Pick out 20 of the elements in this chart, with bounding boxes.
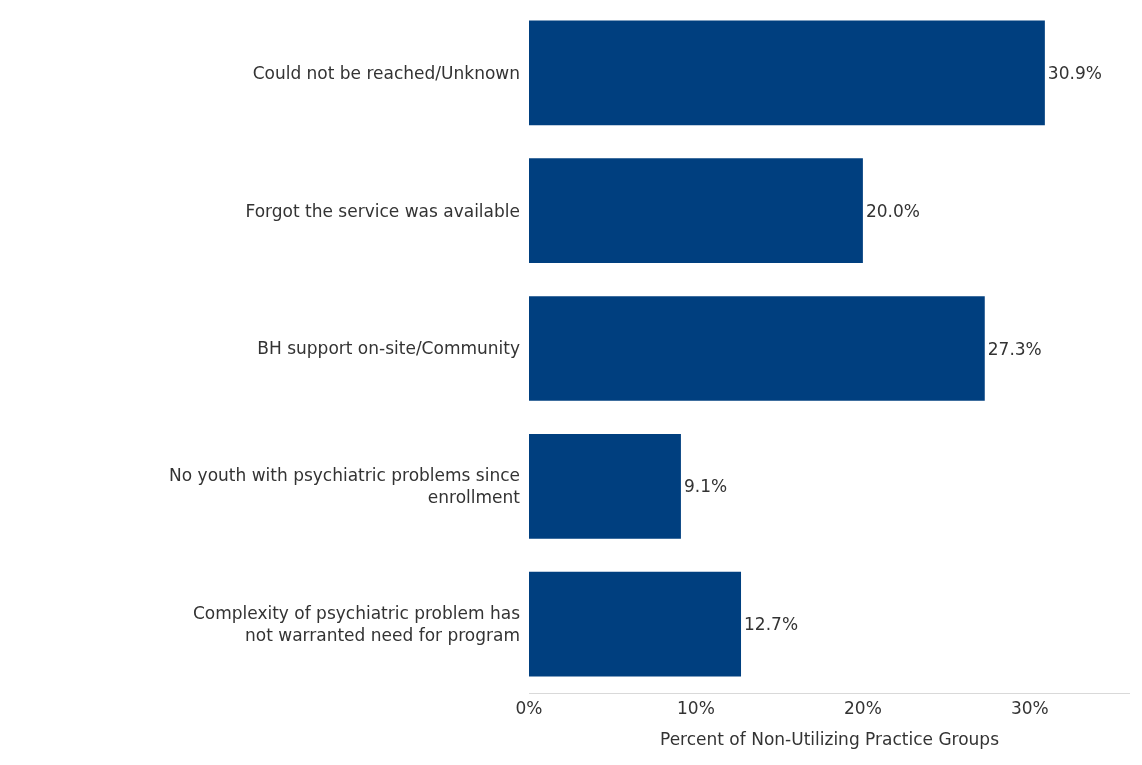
y-tick-label: No youth with psychiatric problems since enrollment <box>169 465 521 508</box>
x-tick-label: 30% <box>1010 698 1049 719</box>
bar <box>529 20 1045 126</box>
x-tick-label: 0% <box>515 698 543 719</box>
y-tick-label: BH support on-site/Community <box>257 338 520 359</box>
x-tick-label: 10% <box>677 698 715 719</box>
data-label: 12.7% <box>744 614 799 635</box>
bar <box>529 158 863 264</box>
bar <box>529 296 985 401</box>
data-label: 30.9% <box>1047 62 1102 83</box>
y-tick-label: Could not be reached/Unknown <box>252 62 520 83</box>
y-tick-label: Complexity of psychiatric problem has not warranted need for program <box>192 603 521 646</box>
x-tick-label: 20% <box>843 698 882 719</box>
data-label: 9.1% <box>683 476 728 497</box>
x-axis-title: Percent of Non-Utilizing Practice Groups <box>660 728 1000 749</box>
bar <box>529 433 681 539</box>
y-tick-label: Forgot the service was available <box>245 200 520 221</box>
data-label: 20.0% <box>865 200 920 221</box>
data-label: 27.3% <box>987 338 1042 359</box>
bar <box>529 571 742 677</box>
